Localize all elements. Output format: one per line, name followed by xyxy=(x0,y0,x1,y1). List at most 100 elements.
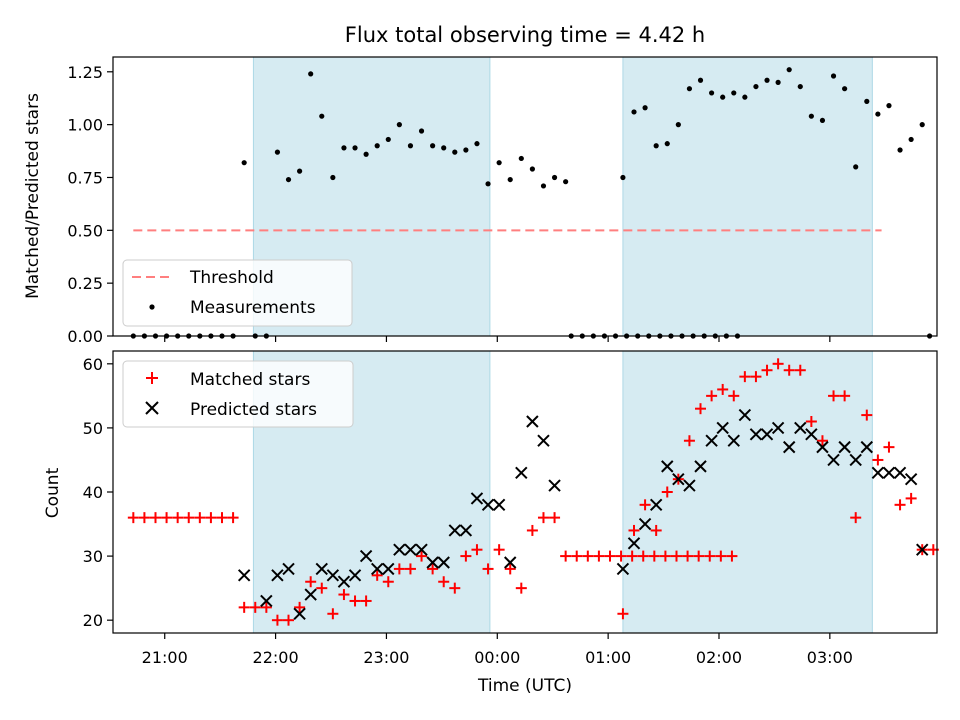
bottom-predicted-stars-point xyxy=(526,415,539,428)
top-measurements-point xyxy=(297,168,303,174)
x-b xyxy=(448,524,462,537)
bottom-matched-stars-point xyxy=(883,441,895,453)
bottom-matched-stars-point xyxy=(661,486,673,498)
bottom-matched-stars-point xyxy=(695,403,707,415)
bottom-matched-stars-point xyxy=(194,512,206,524)
bottom-predicted-stars-point xyxy=(916,543,929,556)
bottom-predicted-stars-point xyxy=(727,434,740,447)
bottom-predicted-stars-point xyxy=(904,472,918,486)
x-b xyxy=(404,543,417,556)
bottom-matched-stars-point xyxy=(682,550,694,562)
top-measurements-point xyxy=(485,181,491,187)
top-measurements-point xyxy=(664,141,670,147)
bottom-predicted-stars-point xyxy=(548,479,561,492)
bottom-matched-stars-point xyxy=(617,608,629,620)
x-b xyxy=(716,421,729,435)
bottom-predicted-stars-point xyxy=(282,562,295,576)
bottom-matched-stars-point xyxy=(404,563,416,575)
top-panel: 0.00 0.25 0.50 0.75 1.00 1.25 Matched/Predict… xyxy=(23,56,938,346)
bottom-matched-stars-point xyxy=(327,608,339,620)
bottom-matched-stars-point xyxy=(761,364,773,376)
bottom-matched-stars-point xyxy=(471,544,483,556)
x-b xyxy=(816,440,829,454)
x-b xyxy=(916,543,929,556)
top-measurements-point xyxy=(919,122,925,128)
x-b xyxy=(694,460,707,473)
bottom-matched-stars-point xyxy=(172,512,184,524)
bottom-matched-stars-point xyxy=(271,614,283,626)
top-measurements-point xyxy=(797,83,803,90)
bottom-matched-stars-point xyxy=(449,582,461,594)
bottom-predicted-stars-point xyxy=(337,575,351,588)
bottom-predicted-stars-point xyxy=(827,453,840,467)
bottom-predicted-stars-point xyxy=(794,421,807,435)
bottom-predicted-stars-point xyxy=(504,556,517,569)
bottom-matched-stars-point xyxy=(639,499,651,511)
bottom-predicted-stars-point xyxy=(649,498,663,512)
x-b xyxy=(526,415,539,428)
bottom-predicted-stars-point xyxy=(304,588,317,601)
legend-matched-label: Matched stars xyxy=(190,370,310,390)
bottom-matched-stars-point xyxy=(693,550,705,562)
x-b xyxy=(437,556,450,569)
x-b xyxy=(415,543,428,556)
x-b xyxy=(627,537,641,550)
x-b xyxy=(470,492,484,505)
bottom-predicted-stars-point xyxy=(470,492,484,505)
top-measurements-point xyxy=(819,117,826,124)
top-measurements-point xyxy=(875,111,881,117)
x-b xyxy=(537,434,550,447)
bottom-matched-stars-point xyxy=(648,550,660,562)
bottom-predicted-stars-point xyxy=(816,440,829,454)
top-legend: Threshold Measurements xyxy=(122,259,353,327)
bottom-matched-stars-point xyxy=(828,390,840,402)
x-b xyxy=(683,479,696,492)
top-shade-1 xyxy=(622,56,873,337)
top-y-axis-label: Matched/Predicted stars xyxy=(23,93,43,299)
bottom-matched-stars-point xyxy=(805,416,817,427)
bottom-matched-stars-point xyxy=(205,512,217,524)
top-measurements-point xyxy=(396,122,402,128)
bottom-predicted-stars-point xyxy=(426,556,439,569)
top-measurements-point xyxy=(330,174,336,181)
x-b xyxy=(782,440,796,454)
legend-matched-swatch xyxy=(146,372,158,384)
bottom-ytick-label: 60 xyxy=(83,355,103,374)
bottom-matched-stars-point xyxy=(728,390,740,402)
bottom-matched-stars-point xyxy=(706,390,718,402)
bottom-matched-stars-point xyxy=(493,544,505,556)
bottom-predicted-stars-point xyxy=(237,569,251,582)
top-measurements-point xyxy=(842,86,848,92)
x-b xyxy=(760,428,774,441)
bottom-predicted-stars-point xyxy=(860,440,874,454)
x-b xyxy=(282,562,295,576)
x-b xyxy=(481,498,495,512)
legend-predicted-label: Predicted stars xyxy=(190,400,317,420)
top-measurements-point xyxy=(540,183,547,189)
bottom-matched-stars-point xyxy=(560,550,572,562)
top-measurements-point xyxy=(418,128,425,134)
bottom-matched-stars-point xyxy=(127,512,139,524)
top-measurements-point xyxy=(653,143,659,149)
bottom-matched-stars-point xyxy=(872,454,884,466)
x-b xyxy=(337,575,351,588)
bottom-matched-stars-point xyxy=(460,550,472,562)
bottom-matched-stars-point xyxy=(537,512,549,524)
bottom-predicted-stars-point xyxy=(448,524,462,537)
top-measurements-point xyxy=(620,174,626,181)
bottom-matched-stars-point xyxy=(726,550,738,562)
top-measurements-point xyxy=(474,141,480,147)
x-b xyxy=(727,434,740,447)
x-b xyxy=(871,466,885,479)
top-ytick-label: 0.50 xyxy=(67,221,103,240)
top-ytick-label: 0.75 xyxy=(67,168,103,187)
bottom-predicted-stars-point xyxy=(760,428,774,441)
bottom-matched-stars-point xyxy=(637,550,649,562)
bottom-predicted-stars-point xyxy=(871,466,885,479)
bottom-predicted-stars-point xyxy=(638,517,652,531)
bottom-matched-stars-point xyxy=(894,499,906,511)
bottom-predicted-stars-point xyxy=(716,421,729,435)
x-b xyxy=(705,434,718,447)
bottom-predicted-stars-point xyxy=(293,607,306,620)
x-b xyxy=(359,549,373,563)
